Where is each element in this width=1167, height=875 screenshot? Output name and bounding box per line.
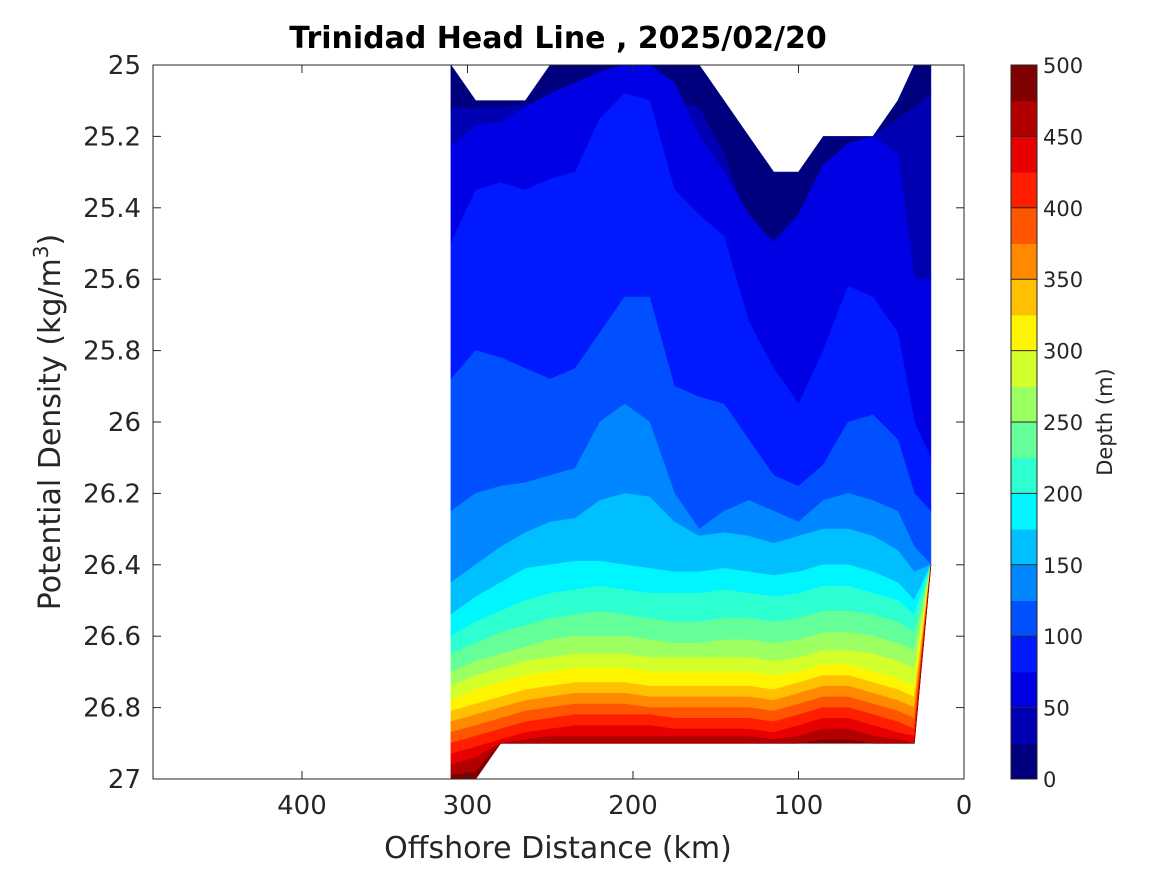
y-axis-label-tail: ): [33, 234, 68, 246]
colorbar-tick-label: 300: [1043, 340, 1083, 364]
colorbar-tick-label: 250: [1043, 411, 1083, 435]
y-tick-label: 27: [108, 765, 141, 795]
y-axis: 25 25.2 25.4 25.6 25.8 26 26.2 26.4 26.6 26.8 27: [83, 51, 964, 795]
colorbar-segment-175: [1011, 493, 1037, 530]
colorbar-segment-300: [1011, 314, 1037, 352]
colorbar-segment-375: [1011, 207, 1037, 244]
colorbar-segment-100: [1011, 600, 1037, 637]
colorbar-tick-label: 400: [1043, 197, 1083, 221]
filled-contours: [450, 65, 932, 779]
x-tick-label: 100: [774, 791, 824, 821]
y-tick-label: 25: [108, 51, 141, 81]
colorbar-tick-label: 500: [1043, 54, 1083, 78]
colorbar-segment-150: [1011, 529, 1037, 566]
colorbar-tick-label: 150: [1043, 554, 1083, 578]
y-axis-label-superscript: 3: [29, 245, 53, 258]
colorbar-segment-325: [1011, 279, 1037, 316]
colorbar-segment-200: [1011, 457, 1037, 494]
colorbar-segment-50: [1011, 671, 1037, 709]
colorbar-segment-250: [1011, 386, 1037, 423]
y-tick-label: 26.6: [83, 622, 141, 652]
x-axis: 400 300 200 100 0: [277, 65, 972, 821]
colorbar-segment-25: [1011, 707, 1037, 744]
colorbar-tick-label: 0: [1043, 768, 1056, 792]
x-tick-label: 300: [443, 791, 493, 821]
y-tick-label: 25.6: [83, 265, 141, 295]
colorbar-segment-450: [1011, 100, 1037, 137]
colorbar: 0 50 100 150 200 250 300 350 400 450 500: [1010, 54, 1083, 792]
x-axis-label: Offshore Distance (km): [384, 831, 732, 866]
colorbar-segment-75: [1011, 636, 1037, 673]
colorbar-segment-475: [1011, 65, 1037, 102]
colorbar-segment-0: [1011, 743, 1037, 780]
colorbar-tick-label: 350: [1043, 268, 1083, 292]
y-tick-label: 25.4: [83, 194, 141, 224]
y-tick-label: 25.2: [83, 122, 141, 152]
colorbar-segment-225: [1011, 422, 1037, 459]
colorbar-segment-275: [1011, 350, 1037, 387]
colorbar-segment-425: [1011, 136, 1037, 173]
colorbar-segment-350: [1011, 243, 1037, 280]
x-tick-label: 400: [277, 791, 327, 821]
colorbar-segment-400: [1011, 172, 1037, 209]
x-tick-label: 200: [608, 791, 658, 821]
y-tick-label: 26.4: [83, 551, 141, 581]
y-tick-label: 26.8: [83, 694, 141, 724]
colorbar-tick-label: 200: [1043, 482, 1083, 506]
colorbar-tick-label: 450: [1043, 125, 1083, 149]
colorbar-label: Depth (m): [1093, 368, 1117, 475]
y-tick-label: 26: [108, 408, 141, 438]
y-axis-label-main: Potential Density (kg/m: [33, 258, 68, 610]
colorbar-tick-label: 50: [1043, 697, 1070, 721]
x-tick-label: 0: [956, 791, 973, 821]
contour-band-475: [450, 564, 932, 779]
colorbar-segment-125: [1011, 564, 1037, 601]
y-tick-label: 25.8: [83, 337, 141, 367]
y-axis-label: Potential Density (kg/m3): [29, 234, 68, 610]
colorbar-tick-label: 100: [1043, 625, 1083, 649]
y-tick-label: 26.2: [83, 479, 141, 509]
chart-title: Trinidad Head Line , 2025/02/20: [289, 21, 826, 56]
